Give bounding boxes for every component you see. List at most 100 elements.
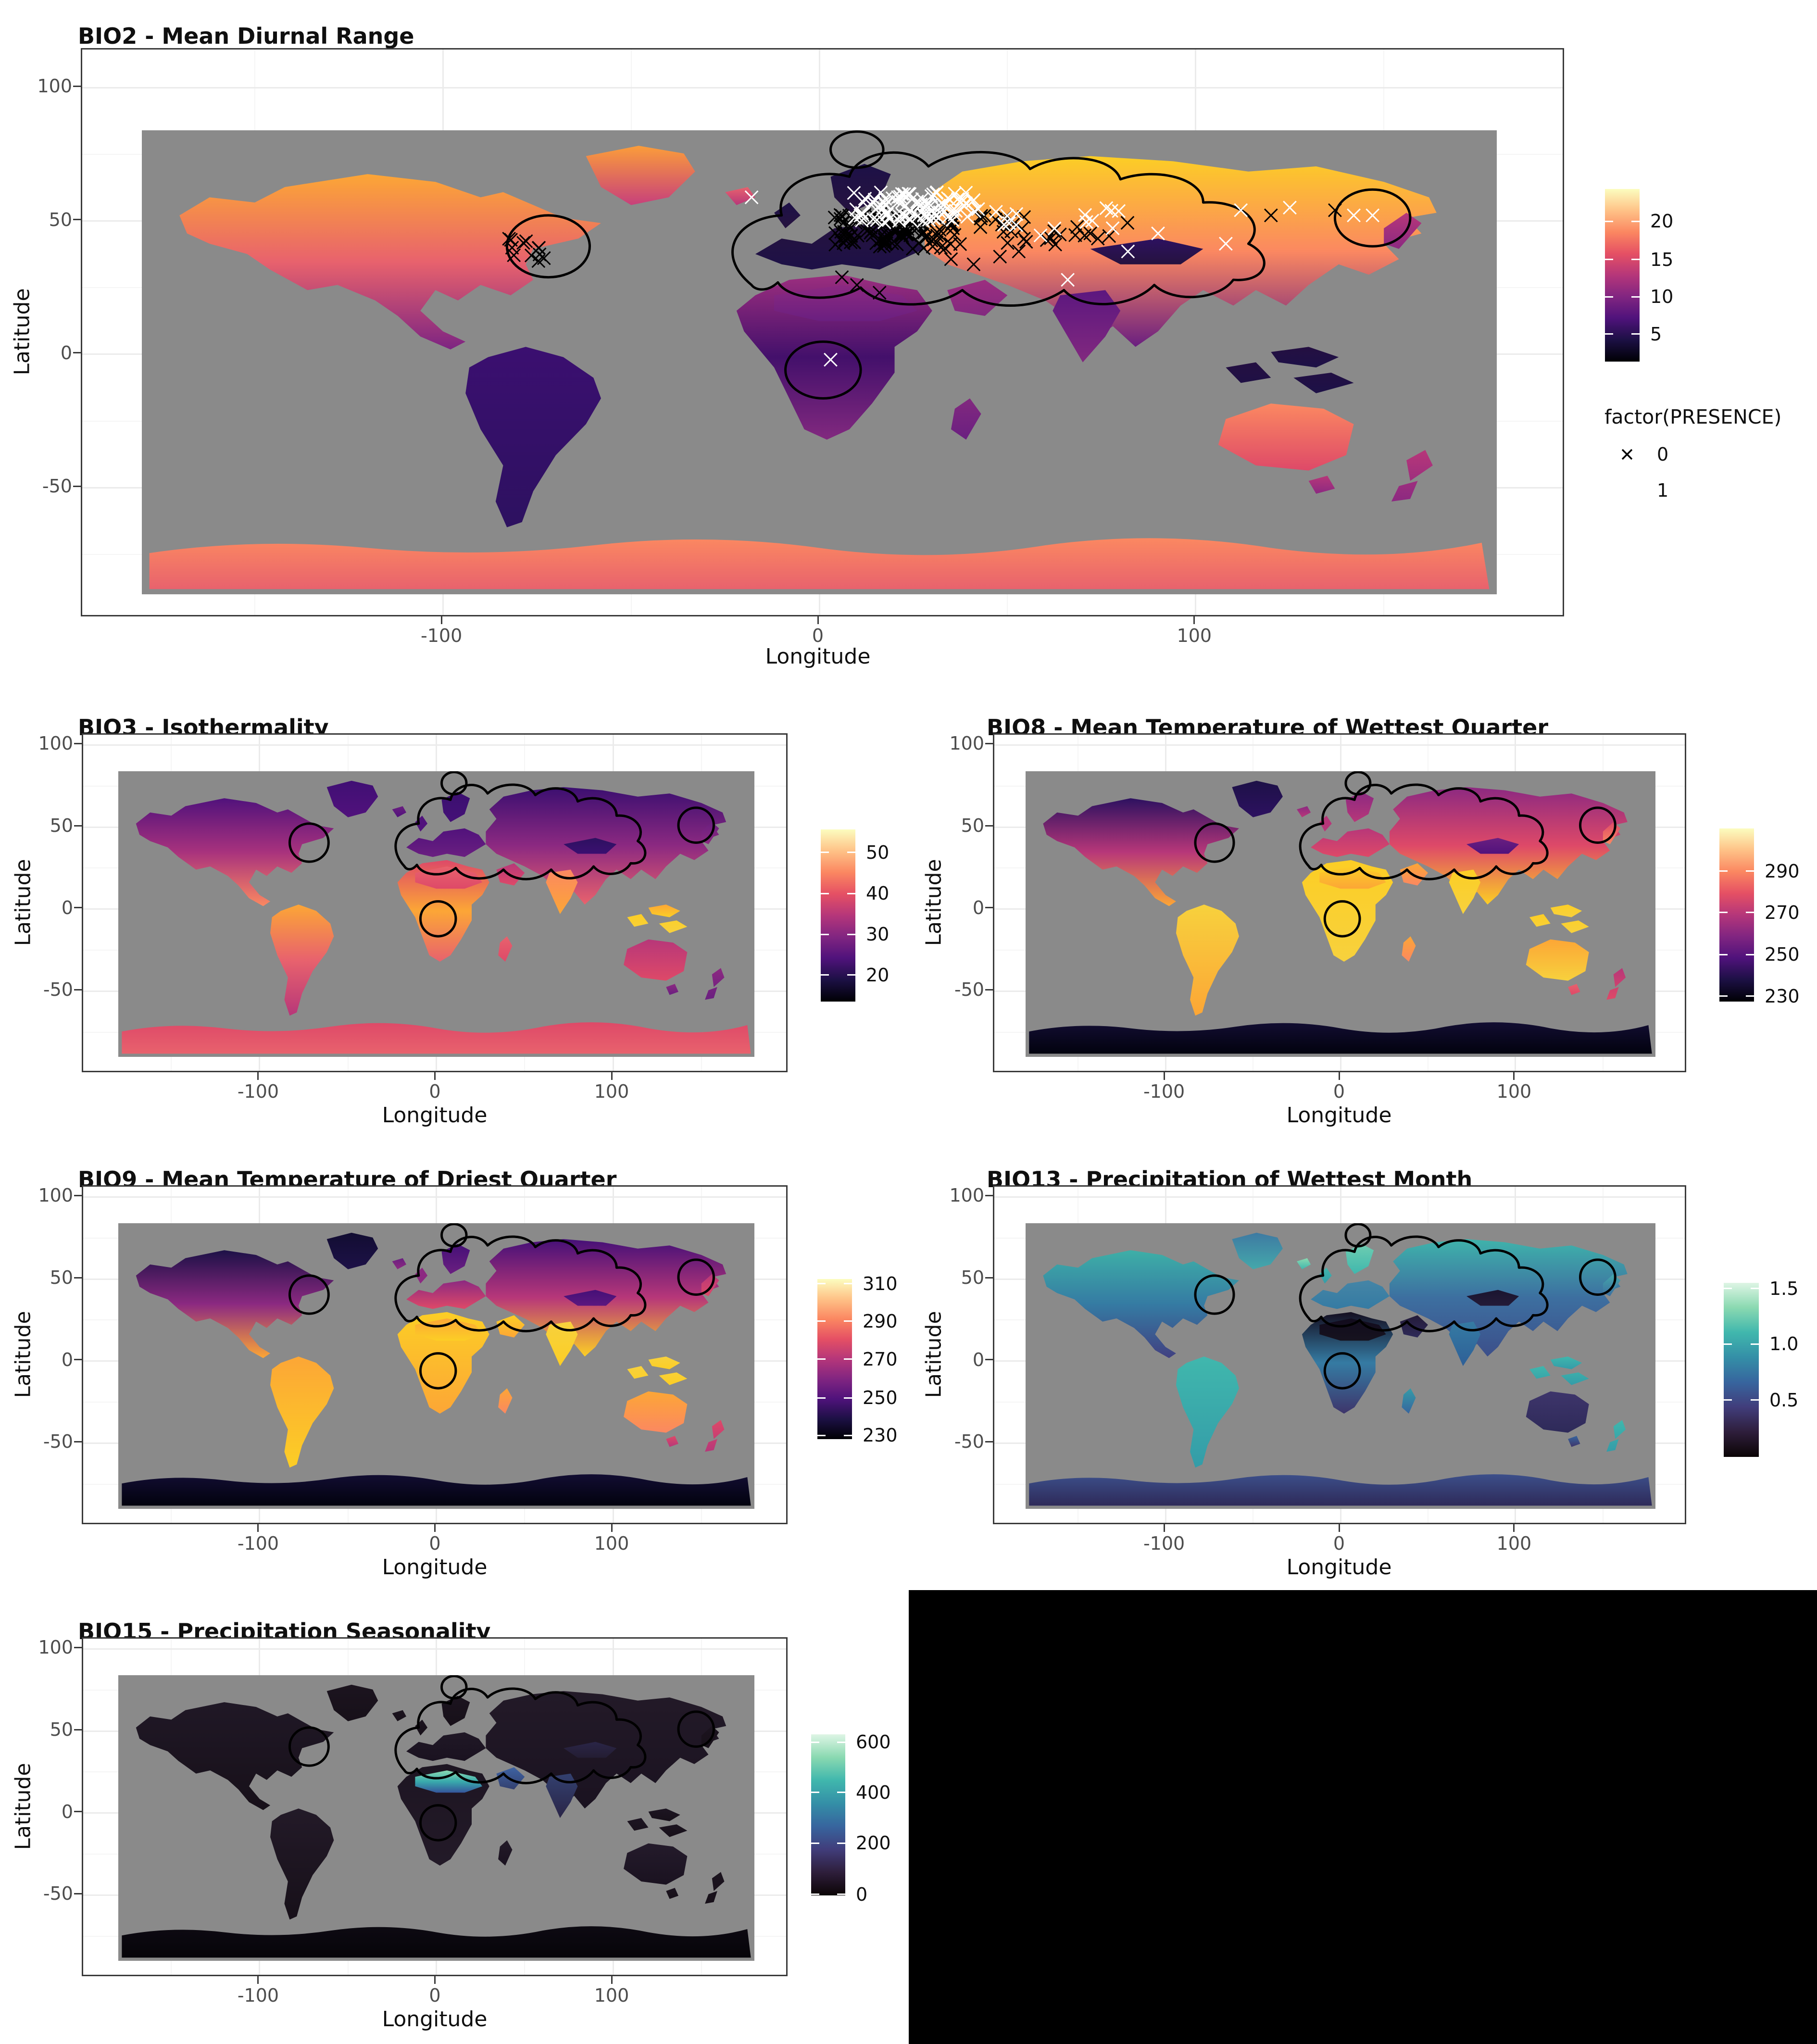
gridline-major-h xyxy=(82,87,1563,88)
landmass-greenland xyxy=(326,1684,378,1721)
landmass-australia xyxy=(1526,939,1589,981)
colorbar-tick-label: 250 xyxy=(1765,944,1800,966)
range-outline-3 xyxy=(786,342,861,399)
x-tick-label: 100 xyxy=(594,1081,629,1102)
y-tick-label: 0 xyxy=(61,1349,73,1370)
colorbar-tick xyxy=(844,1320,852,1322)
y-tick-mark xyxy=(74,1729,82,1731)
colorbar-bio15 xyxy=(811,1734,845,1895)
landmass-antarctica xyxy=(122,1022,751,1054)
landmass-tibet xyxy=(1090,238,1203,264)
colorbar-tick xyxy=(837,1741,845,1743)
landmass-tasmania xyxy=(666,984,678,995)
landmass-sahel xyxy=(415,866,483,889)
x-tick-label: 0 xyxy=(429,1533,441,1554)
colorbar-tick xyxy=(1719,870,1728,872)
colorbar-tick xyxy=(837,1842,845,1844)
presence-legend-label-0: 0 xyxy=(1657,444,1669,465)
x-tick-mark xyxy=(611,1524,613,1532)
colorbar-tick xyxy=(1719,995,1728,997)
x-tick-label: 0 xyxy=(429,1985,441,2006)
presence-legend-symbol-0 xyxy=(1617,444,1638,465)
map-raster-bio8 xyxy=(1026,771,1655,1057)
landmass-tibet xyxy=(1466,1290,1519,1306)
landmass-antarctica xyxy=(122,1474,751,1506)
presence-legend-title: factor(PRESENCE) xyxy=(1604,405,1782,428)
y-tick-label: 0 xyxy=(972,1349,984,1370)
gridline-major-h xyxy=(83,1196,786,1198)
x-axis-title: Longitude xyxy=(1286,1103,1392,1128)
x-axis-title: Longitude xyxy=(382,2007,488,2031)
colorbar-tick xyxy=(1724,1288,1732,1290)
x-tick-mark xyxy=(434,1072,436,1080)
colorbar-tick-label: 10 xyxy=(1650,286,1674,308)
landmass-iceland xyxy=(1297,1258,1311,1269)
colorbar-tick xyxy=(1751,1343,1759,1345)
landmass-iceland xyxy=(392,1710,407,1721)
landmass-newzealand xyxy=(1606,1420,1626,1452)
colorbar-tick xyxy=(1719,912,1728,914)
colorbar-tick xyxy=(847,933,855,935)
landmass-scandinavia xyxy=(1345,1243,1374,1274)
colorbar-tick-label: 0 xyxy=(856,1883,868,1905)
y-tick-label: 100 xyxy=(38,1637,73,1658)
colorbar-tick xyxy=(811,1842,819,1844)
y-tick-label: 0 xyxy=(61,1801,73,1822)
landmass-seasia xyxy=(648,1808,680,1821)
landmass-iceland xyxy=(1297,806,1311,817)
landmass-northamerica xyxy=(1043,1250,1239,1358)
range-outline-2 xyxy=(289,824,328,862)
range-outline-4 xyxy=(1335,189,1410,246)
landmass-newzealand xyxy=(1606,968,1626,1000)
landmass-indonesia xyxy=(627,1818,688,1837)
colorbar-tick xyxy=(1631,333,1640,335)
colorbar-tick-label: 20 xyxy=(1650,211,1674,232)
landmass-madagascar xyxy=(498,1388,513,1414)
x-tick-label: -100 xyxy=(1143,1533,1185,1554)
colorbar-tick xyxy=(1631,296,1640,298)
colorbar-tick xyxy=(1631,259,1640,261)
range-outline-4 xyxy=(1580,808,1616,843)
y-tick-mark xyxy=(985,1194,993,1196)
landmass-indonesia xyxy=(1529,914,1589,933)
map-panel-bio2 xyxy=(81,48,1564,616)
landmass-tasmania xyxy=(1568,1436,1580,1447)
colorbar-tick xyxy=(844,1397,852,1399)
range-outline-1 xyxy=(1346,1224,1370,1246)
landmass-southamerica xyxy=(465,347,601,527)
gridline-major-h xyxy=(994,1196,1685,1198)
y-tick-mark xyxy=(74,742,82,744)
landmass-iceland xyxy=(725,187,755,205)
landmass-indonesia xyxy=(1226,362,1354,393)
colorbar-tick xyxy=(1746,995,1754,997)
map-panel-bio3 xyxy=(82,733,788,1072)
y-tick-label: 50 xyxy=(961,815,984,837)
x-tick-label: 100 xyxy=(1496,1081,1532,1102)
x-tick-mark xyxy=(1513,1072,1515,1080)
landmass-australia xyxy=(1526,1391,1589,1433)
colorbar-tick xyxy=(817,1397,826,1399)
landmass-scandinavia xyxy=(1345,791,1374,822)
x-tick-mark xyxy=(434,1524,436,1532)
landmass-indonesia xyxy=(627,914,688,933)
y-tick-mark xyxy=(985,989,993,991)
landmass-indonesia xyxy=(1529,1366,1589,1385)
colorbar-tick-label: 50 xyxy=(866,841,890,863)
range-outline-0 xyxy=(396,1237,645,1331)
range-outline-3 xyxy=(1325,1354,1360,1389)
colorbar-tick xyxy=(811,1741,819,1743)
map-panel-bio9 xyxy=(82,1185,788,1524)
landmass-northamerica xyxy=(136,1250,334,1358)
landmass-scandinavia xyxy=(441,1243,470,1274)
landmass-greenland xyxy=(326,1232,378,1269)
landmass-seasia xyxy=(1550,904,1582,917)
colorbar-tick-label: 230 xyxy=(1765,985,1800,1007)
range-outline-1 xyxy=(830,132,883,168)
landmass-sahel xyxy=(1319,866,1386,889)
colorbar-tick-label: 400 xyxy=(856,1781,891,1803)
x-tick-mark xyxy=(1193,616,1195,624)
range-outline-0 xyxy=(733,152,1265,305)
landmass-tasmania xyxy=(666,1436,678,1447)
landmass-southamerica xyxy=(270,904,334,1016)
x-tick-label: 100 xyxy=(1496,1533,1532,1554)
